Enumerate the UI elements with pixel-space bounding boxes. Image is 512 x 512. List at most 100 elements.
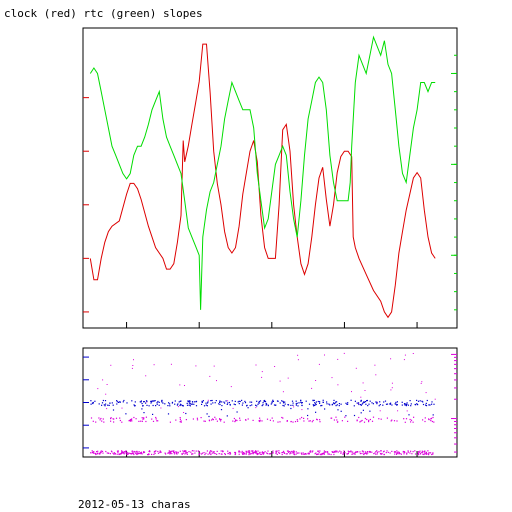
- rnd-trip-point: [411, 453, 413, 455]
- offset-point: [223, 401, 225, 403]
- rnd-trip-point: [344, 452, 346, 454]
- rnd-trip-point: [101, 420, 103, 422]
- offset-point: [290, 407, 292, 410]
- offset-point: [284, 401, 286, 403]
- offset-point: [188, 402, 190, 404]
- rnd-trip-point: [155, 418, 157, 420]
- rnd-trip-point: [396, 420, 398, 422]
- offset-point: [369, 410, 371, 412]
- offset-point: [432, 414, 434, 416]
- rnd-trip-point: [398, 453, 400, 455]
- rnd-trip-point: [393, 451, 395, 453]
- rnd-trip-point: [194, 452, 196, 454]
- offset-point: [291, 400, 294, 402]
- rnd-trip-point: [250, 453, 252, 455]
- rnd-trip-point: [192, 418, 194, 420]
- rnd-trip-point: [182, 450, 184, 452]
- rnd-trip-point: [209, 375, 211, 377]
- offset-point: [267, 404, 269, 406]
- offset-point: [189, 405, 191, 407]
- offset-point: [265, 402, 267, 405]
- rnd-trip-point: [302, 452, 304, 454]
- rnd-trip-point: [286, 420, 288, 422]
- offset-point: [279, 402, 281, 404]
- rnd-trip-point: [110, 364, 112, 366]
- rnd-trip-point: [422, 453, 424, 455]
- rnd-trip-point: [289, 453, 291, 455]
- rnd-trip-point: [341, 420, 343, 422]
- rnd-trip-point: [364, 452, 366, 455]
- rnd-trip-point: [318, 363, 320, 365]
- rnd-trip-point: [364, 451, 366, 453]
- offset-point: [117, 401, 120, 403]
- rnd-trip-point: [259, 420, 261, 423]
- offset-point: [187, 400, 189, 402]
- rnd-trip-point: [292, 451, 294, 453]
- rnd-trip-point: [205, 452, 207, 454]
- rnd-trip-point: [140, 451, 143, 453]
- rnd-trip-point: [375, 453, 377, 455]
- rnd-trip-point: [196, 419, 199, 421]
- offset-point: [408, 414, 410, 416]
- rnd-trip-point: [159, 451, 161, 454]
- rnd-trip-point: [100, 417, 102, 420]
- rnd-trip-point: [316, 453, 318, 456]
- offset-point: [378, 405, 380, 407]
- offset-point: [358, 403, 360, 406]
- rnd-trip-point: [116, 453, 118, 455]
- offset-point: [356, 402, 358, 404]
- rnd-trip-point: [281, 452, 283, 454]
- offset-point: [105, 403, 107, 405]
- rnd-trip-point: [422, 451, 424, 453]
- offset-point: [415, 404, 417, 406]
- rnd-trip-point: [219, 419, 221, 421]
- offset-point: [395, 403, 397, 405]
- offset-point: [206, 413, 208, 415]
- rnd-trip-point: [312, 450, 314, 452]
- offset-point: [201, 400, 203, 402]
- rnd-trip-point: [252, 419, 254, 421]
- offset-point: [322, 399, 324, 401]
- rnd-trip-point: [409, 452, 411, 454]
- offset-point: [371, 402, 373, 404]
- rnd-trip-point: [310, 450, 312, 452]
- offset-point: [391, 404, 393, 406]
- rnd-trip-point: [272, 452, 274, 454]
- rnd-trip-point: [362, 450, 364, 452]
- rnd-trip-point: [283, 452, 285, 454]
- rnd-trip-point: [220, 453, 222, 455]
- rnd-trip-point: [363, 453, 365, 456]
- rnd-trip-point: [282, 417, 284, 419]
- rnd-trip-point: [352, 453, 354, 455]
- rnd-trip-point: [175, 451, 177, 453]
- rnd-trip-point: [296, 419, 298, 421]
- rnd-trip-point: [247, 450, 249, 452]
- rnd-trip-point: [185, 419, 187, 421]
- rnd-trip-point: [294, 421, 297, 423]
- rnd-trip-point: [133, 359, 134, 361]
- rnd-trip-point: [236, 419, 238, 422]
- offset-point: [226, 415, 228, 417]
- offset-point: [271, 402, 273, 404]
- rnd-trip-point: [383, 450, 385, 452]
- offset-point: [345, 415, 347, 417]
- offset-point: [219, 403, 221, 406]
- offset-point: [405, 405, 407, 407]
- offset-point: [296, 402, 298, 404]
- rnd-trip-point: [292, 452, 295, 454]
- offset-point: [131, 400, 133, 402]
- rnd-trip-point: [164, 452, 166, 454]
- offset-point: [379, 401, 381, 403]
- rnd-trip-point: [347, 453, 349, 455]
- rnd-trip-point: [170, 451, 172, 453]
- rnd-trip-point: [234, 451, 237, 454]
- rnd-trip-point: [360, 420, 362, 422]
- rnd-trip-point: [424, 451, 426, 453]
- offset-point: [360, 412, 362, 414]
- rnd-trip-point: [171, 450, 173, 452]
- rnd-trip-point: [180, 421, 182, 423]
- rnd-trip-point: [347, 450, 349, 452]
- offset-point: [153, 400, 155, 402]
- offset-point: [422, 401, 424, 403]
